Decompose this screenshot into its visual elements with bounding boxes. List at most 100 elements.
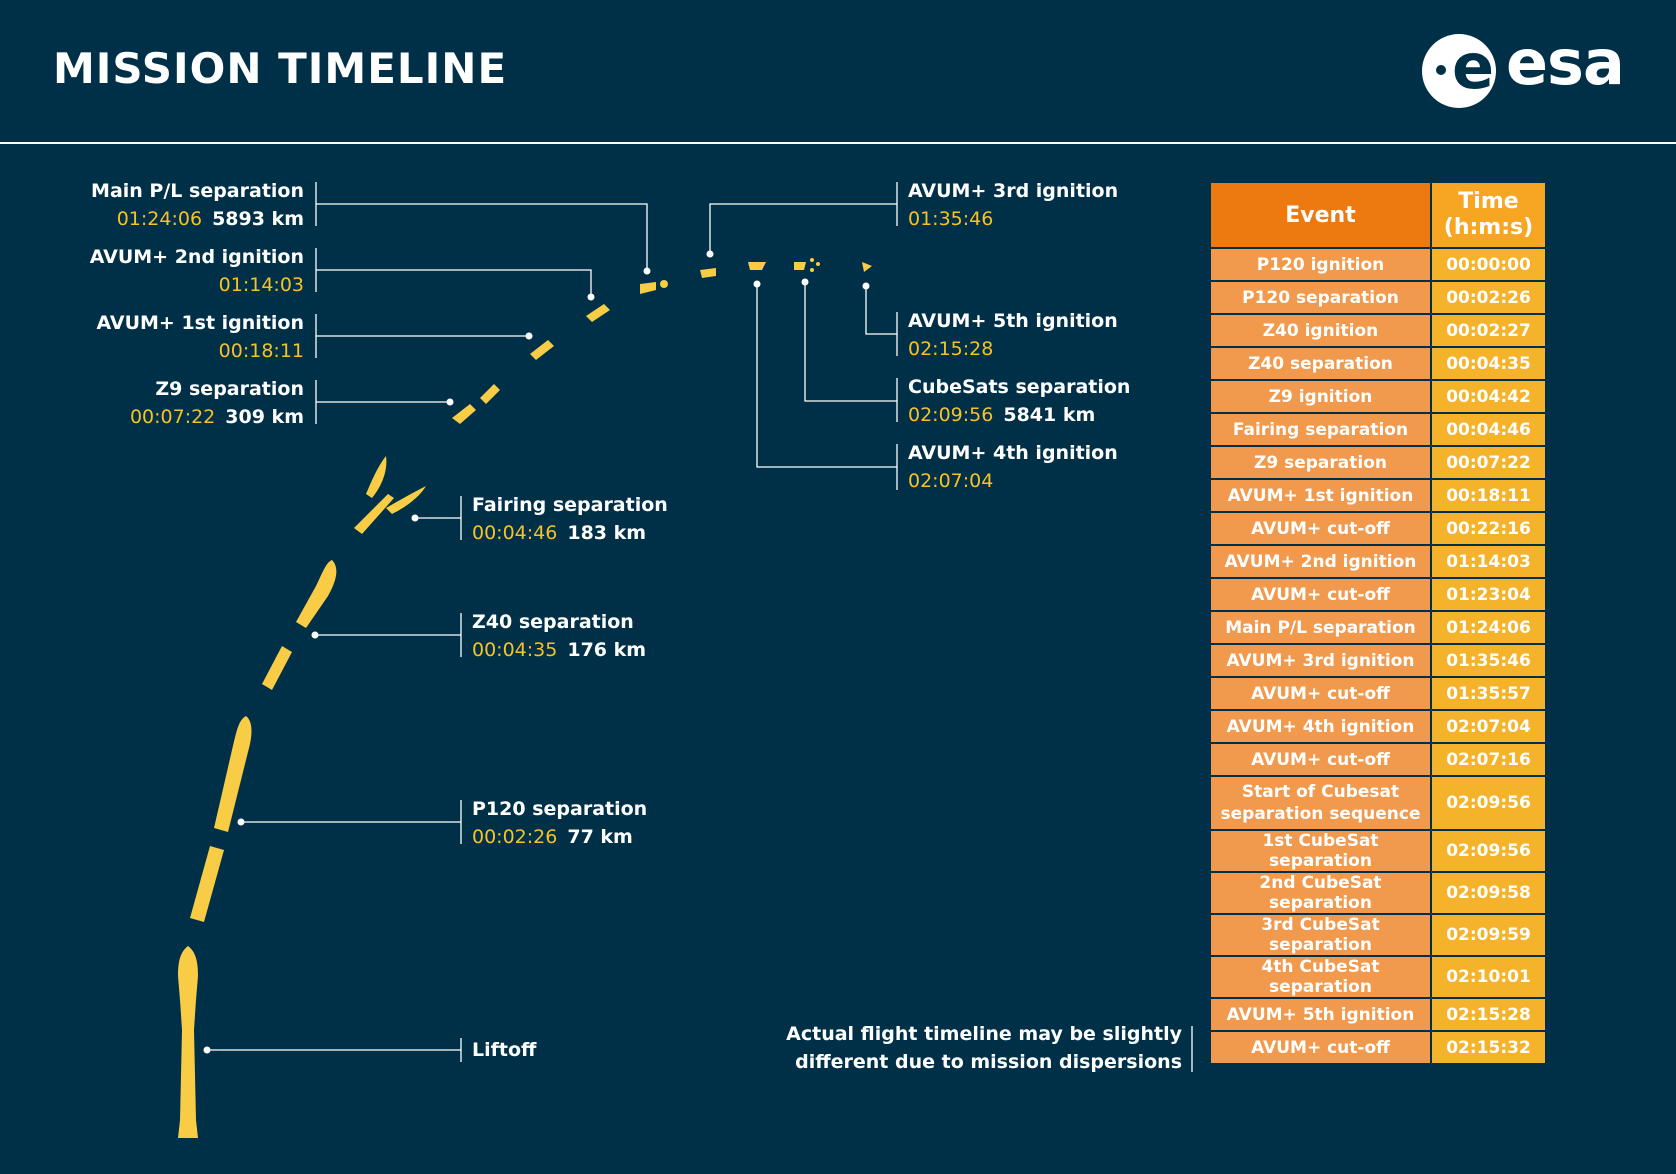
leader-liftoff bbox=[207, 1038, 462, 1062]
table-row: Z9 separation 00:07:22 bbox=[1209, 445, 1547, 480]
leader-cubesats bbox=[804, 282, 898, 422]
dot-cubesats bbox=[801, 278, 809, 286]
table-header-time-line2: (h:m:s) bbox=[1443, 215, 1534, 240]
table-row: 1st CubeSat separation 02:09:56 bbox=[1209, 829, 1547, 873]
rocket-after-p120-icon bbox=[214, 716, 252, 832]
rocket-liftoff-icon bbox=[178, 946, 198, 1138]
table-cell-event: Z40 separation bbox=[1209, 346, 1432, 381]
callout-z9sep: Z9 separation 00:07:22 309 km bbox=[130, 375, 304, 431]
table-row: AVUM+ cut-off 01:35:57 bbox=[1209, 676, 1547, 711]
callout-avum5: AVUM+ 5th ignition 02:15:28 bbox=[908, 307, 1118, 363]
callout-time: 02:09:56 bbox=[908, 404, 994, 426]
callout-event: AVUM+ 1st ignition bbox=[96, 312, 304, 334]
table-cell-time: 01:14:03 bbox=[1430, 544, 1547, 579]
table-cell-time: 01:35:46 bbox=[1430, 643, 1547, 678]
table-row: P120 separation 00:02:26 bbox=[1209, 280, 1547, 315]
fairing-half-1-icon bbox=[366, 456, 387, 498]
p120-stage-icon bbox=[190, 846, 224, 922]
callout-event: Liftoff bbox=[472, 1039, 537, 1061]
dot-z9sep bbox=[446, 398, 454, 406]
table-row: AVUM+ 4th ignition 02:07:04 bbox=[1209, 709, 1547, 744]
leader-avum3 bbox=[709, 182, 898, 254]
payload-icon bbox=[660, 280, 668, 288]
callout-time: 01:24:06 bbox=[116, 208, 203, 230]
leader-z40sep bbox=[315, 613, 462, 657]
callout-event: Fairing separation bbox=[472, 494, 668, 516]
table-cell-event: Main P/L separation bbox=[1209, 610, 1432, 645]
table-cell-event: AVUM+ 2nd ignition bbox=[1209, 544, 1432, 579]
table-cell-time: 02:15:32 bbox=[1430, 1030, 1547, 1065]
callout-avum1: AVUM+ 1st ignition 00:18:11 bbox=[96, 309, 304, 365]
leader-dots bbox=[203, 250, 870, 1054]
leader-avum1 bbox=[315, 314, 529, 358]
callout-time: 00:18:11 bbox=[218, 340, 304, 362]
logo-wordmark: esa bbox=[1506, 26, 1625, 99]
esa-logo: e esa bbox=[1422, 30, 1628, 110]
table-row: AVUM+ cut-off 00:22:16 bbox=[1209, 511, 1547, 546]
event-timeline-table: Event Time (h:m:s) P120 ignition 00:00:00… bbox=[1209, 181, 1547, 1065]
note-line-2: different due to mission dispersions bbox=[795, 1051, 1182, 1073]
callout-time: 01:14:03 bbox=[218, 274, 304, 296]
callout-z40sep: Z40 separation 00:04:35 176 km bbox=[472, 608, 646, 664]
leader-avum2 bbox=[315, 248, 592, 297]
dot-main-pl bbox=[643, 267, 651, 275]
table-row: Z40 separation 00:04:35 bbox=[1209, 346, 1547, 381]
table-cell-time: 02:07:16 bbox=[1430, 742, 1547, 777]
callout-avum3: AVUM+ 3rd ignition 01:35:46 bbox=[908, 177, 1118, 233]
table-cell-event: Fairing separation bbox=[1209, 412, 1432, 447]
table-row: AVUM+ 3rd ignition 01:35:46 bbox=[1209, 643, 1547, 678]
table-cell-time: 00:00:00 bbox=[1430, 247, 1547, 282]
callout-event: AVUM+ 2nd ignition bbox=[89, 246, 304, 268]
callout-altitude: 176 km bbox=[567, 639, 647, 661]
callout-time: 00:02:26 bbox=[472, 826, 558, 848]
table-cell-time: 00:04:35 bbox=[1430, 346, 1547, 381]
cubesat-dispenser-icon bbox=[794, 262, 806, 270]
table-cell-time: 00:02:27 bbox=[1430, 313, 1547, 348]
table-row: Fairing separation 00:04:46 bbox=[1209, 412, 1547, 447]
table-row: AVUM+ 1st ignition 00:18:11 bbox=[1209, 478, 1547, 513]
logo-dot-icon bbox=[1436, 65, 1446, 75]
callout-event: CubeSats separation bbox=[908, 376, 1131, 398]
avum-3-icon bbox=[700, 268, 716, 278]
callout-liftoff: Liftoff bbox=[472, 1036, 536, 1064]
avum-2-icon bbox=[586, 304, 610, 322]
table-cell-time: 01:23:04 bbox=[1430, 577, 1547, 612]
table-row: P120 ignition 00:00:00 bbox=[1209, 247, 1547, 282]
dot-avum1 bbox=[525, 332, 533, 340]
table-cell-event-line1: Start of Cubesat bbox=[1241, 782, 1400, 802]
leader-fairing bbox=[415, 496, 462, 540]
table-cell-event: Z40 ignition bbox=[1209, 313, 1432, 348]
table-cell-time: 02:09:58 bbox=[1430, 871, 1547, 915]
header-divider bbox=[0, 142, 1676, 144]
callout-event: Main P/L separation bbox=[91, 180, 304, 202]
table-cell-event: Start of Cubesat separation sequence bbox=[1209, 775, 1432, 831]
dot-fairing bbox=[411, 514, 419, 522]
callout-time: 00:04:46 bbox=[472, 522, 558, 544]
callout-event: Z40 separation bbox=[472, 611, 634, 633]
table-cell-event: AVUM+ cut-off bbox=[1209, 577, 1432, 612]
table-row: 2nd CubeSat separation 02:09:58 bbox=[1209, 871, 1547, 915]
rocket-after-z40-icon bbox=[296, 560, 337, 628]
callout-time: 02:07:04 bbox=[908, 470, 994, 492]
table-row: Z9 ignition 00:04:42 bbox=[1209, 379, 1547, 414]
z40-stage-icon bbox=[262, 646, 292, 690]
table-cell-event-line2: separation sequence bbox=[1220, 804, 1421, 824]
table-cell-event: AVUM+ cut-off bbox=[1209, 511, 1432, 546]
table-header-event: Event bbox=[1209, 181, 1432, 249]
cubesat-2-icon bbox=[816, 262, 820, 266]
note-line-1: Actual flight timeline may be slightly bbox=[786, 1023, 1182, 1045]
table-cell-time: 01:35:57 bbox=[1430, 676, 1547, 711]
dot-avum4 bbox=[753, 280, 761, 288]
table-row: Main P/L separation 01:24:06 bbox=[1209, 610, 1547, 645]
avum-1-icon bbox=[530, 340, 554, 360]
table-cell-time: 02:07:04 bbox=[1430, 709, 1547, 744]
table-cell-time: 02:15:28 bbox=[1430, 997, 1547, 1032]
callout-main-pl: Main P/L separation 01:24:06 5893 km bbox=[91, 177, 304, 233]
logo-e-letter: e bbox=[1452, 30, 1495, 103]
callout-p120sep: P120 separation 00:02:26 77 km bbox=[472, 795, 647, 851]
table-cell-event: P120 separation bbox=[1209, 280, 1432, 315]
table-row: AVUM+ cut-off 02:07:16 bbox=[1209, 742, 1547, 777]
disclaimer-note: Actual flight timeline may be slightly d… bbox=[786, 1020, 1182, 1076]
cubesat-1-icon bbox=[810, 258, 814, 262]
